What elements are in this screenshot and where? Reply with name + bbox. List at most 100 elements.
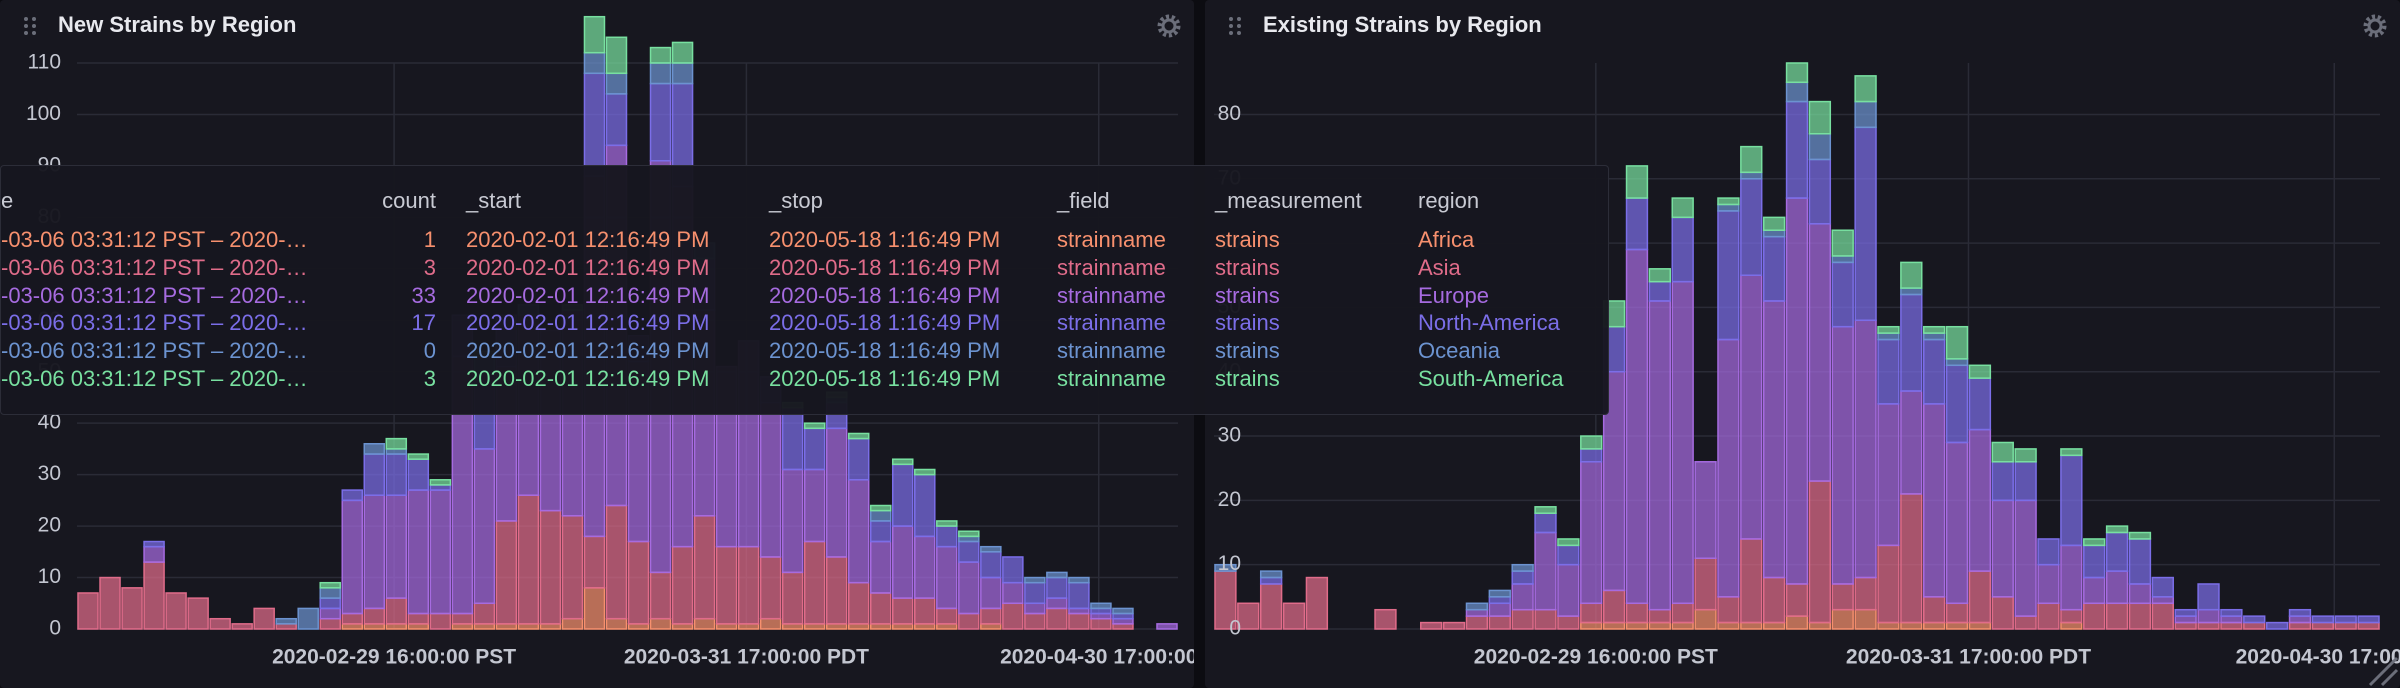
bar-segment [869, 592, 892, 625]
tooltip-cell: 2020-02-01 12:16:49 PM [466, 227, 710, 252]
tooltip-header: count [382, 188, 436, 213]
bar-segment [143, 561, 165, 630]
bar-segment [539, 509, 562, 625]
bar-segment [341, 499, 364, 615]
tooltip-cell: strainname [1057, 227, 1166, 252]
bar-segment [1968, 570, 1992, 624]
bar-segment [1420, 621, 1443, 630]
bar-segment [1090, 617, 1112, 630]
tooltip-cell: 3 [423, 254, 436, 280]
bar-segment [671, 41, 694, 64]
bar-segment [1945, 325, 1969, 360]
tooltip-cell: 1 [423, 227, 436, 252]
bar-segment [2037, 602, 2060, 630]
bar-segment [2014, 499, 2037, 617]
bar-segment [1762, 216, 1786, 231]
bar-segment [363, 607, 386, 625]
tooltip-cell: strainname [1057, 366, 1166, 391]
bar-segment [1945, 602, 1969, 624]
tooltip-cell: 2020-05-18 1:16:49 PM [769, 366, 1001, 391]
y-tick-label: 80 [1218, 102, 1241, 125]
bar-segment [385, 597, 408, 625]
tooltip-cell: 33 [411, 282, 436, 308]
bar-segment [319, 581, 341, 589]
bar-segment [847, 623, 870, 630]
bar-segment [891, 463, 914, 527]
bar-segment [1112, 623, 1134, 630]
bar-segment [77, 592, 99, 630]
bar-segment [2311, 621, 2335, 630]
bar-segment [2151, 596, 2174, 605]
bar-segment [1762, 229, 1786, 238]
settings-gear[interactable] [2363, 14, 2387, 38]
tooltip-cell: strains [1215, 310, 1280, 336]
bar-segment [1625, 165, 1649, 199]
chart: 010203040506070802020-02-29 16:00:00 PST… [1214, 14, 2400, 687]
bar-segment [2083, 602, 2106, 630]
bar-segment [693, 617, 716, 630]
bar-segment [1671, 216, 1694, 283]
bar-segment [958, 535, 980, 543]
bar-segment [914, 623, 936, 630]
bar-segment [2288, 615, 2312, 624]
bar-segment [1214, 563, 1237, 572]
bar-segment [583, 72, 606, 177]
bar-segment [1557, 538, 1580, 547]
bar-segment [275, 617, 297, 625]
bar-segment [1717, 203, 1740, 212]
bar-segment [1900, 493, 1923, 624]
tooltip-cell: Asia [1418, 254, 1461, 280]
bar-segment [627, 623, 650, 630]
bar-segment [1465, 602, 1489, 611]
bar-segment [1762, 576, 1786, 624]
bar-segment [2174, 621, 2197, 630]
bar-segment [759, 617, 782, 630]
bar-segment [825, 427, 848, 558]
tooltip-cell: North-America [1418, 310, 1560, 336]
bar-segment [1002, 602, 1024, 630]
bar-segment [781, 406, 804, 471]
settings-gear[interactable] [1157, 14, 1181, 38]
bar-segment [495, 520, 518, 625]
bar-segment [1922, 403, 1946, 598]
bar-segment [1648, 300, 1672, 611]
bar-segment [1740, 621, 1763, 630]
bar-segment [1259, 576, 1283, 585]
bar-segment [1671, 280, 1694, 605]
bar-segment [1488, 596, 1511, 605]
bar-segment [1002, 581, 1024, 605]
bar-segment [363, 453, 386, 496]
bar-segment [341, 489, 364, 502]
bar-segment [914, 473, 936, 538]
bar-segment [2220, 615, 2243, 624]
bar-segment [407, 453, 430, 460]
bar-segment [2357, 621, 2380, 630]
drag-handle-dot [1229, 31, 1233, 35]
bar-segment [1854, 576, 1877, 611]
bar-segment [517, 494, 540, 625]
bar-segment [958, 612, 980, 630]
bar-segment [1717, 338, 1740, 598]
bar-segment [2083, 538, 2106, 547]
bar-segment [319, 597, 341, 610]
tooltip-header: region [1418, 188, 1480, 213]
bar-segment [1877, 325, 1900, 334]
bar-segment [1740, 171, 1763, 180]
bar-segment [2037, 538, 2060, 566]
bar-segment [825, 623, 848, 630]
tooltip-cell: Oceania [1418, 338, 1500, 364]
bar-segment [1854, 608, 1877, 630]
bar-segment [2174, 608, 2197, 617]
bar-segment [1068, 612, 1090, 630]
tooltip-header: e [1, 188, 14, 213]
bar-segment [1854, 100, 1877, 129]
bar-segment [429, 489, 452, 615]
bar-segment [605, 504, 628, 620]
bar-segment [1877, 403, 1900, 547]
bar-segment [1762, 235, 1786, 302]
bar-segment [1046, 576, 1068, 599]
bar-segment [891, 458, 914, 466]
bar-segment [1046, 571, 1068, 579]
bar-segment [297, 607, 319, 630]
bar-segment [1557, 544, 1580, 566]
